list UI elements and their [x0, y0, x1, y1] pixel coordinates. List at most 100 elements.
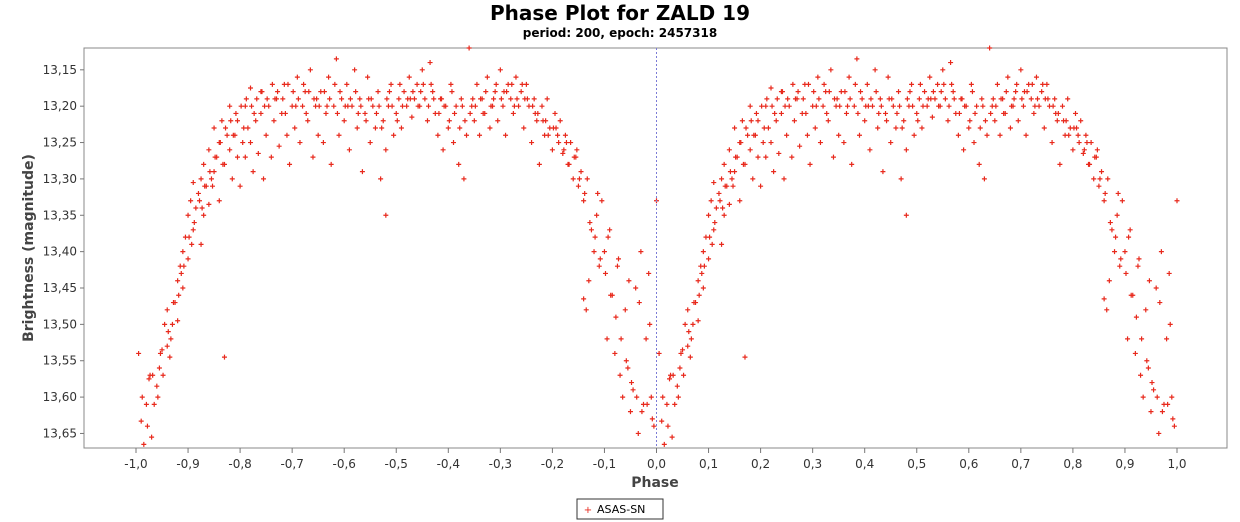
- data-point: [812, 125, 818, 131]
- data-point: [529, 140, 535, 146]
- data-point: [591, 249, 597, 255]
- data-point: [1011, 96, 1017, 102]
- y-tick-label: 13,25: [43, 136, 77, 150]
- data-point: [238, 103, 244, 109]
- data-point: [243, 96, 249, 102]
- data-point: [936, 103, 942, 109]
- data-point: [1153, 285, 1159, 291]
- data-point: [175, 318, 181, 324]
- data-point: [712, 220, 718, 226]
- data-point: [410, 89, 416, 95]
- data-point: [1021, 89, 1027, 95]
- data-point: [470, 96, 476, 102]
- data-point: [354, 125, 360, 131]
- data-point: [1008, 103, 1014, 109]
- data-point: [305, 118, 311, 124]
- data-point: [803, 110, 809, 116]
- data-point: [1114, 212, 1120, 218]
- data-point: [625, 365, 631, 371]
- x-tick-label: -1,0: [124, 457, 147, 471]
- data-point: [146, 376, 152, 382]
- x-tick-label: 0,6: [959, 457, 978, 471]
- data-point: [842, 89, 848, 95]
- data-point: [511, 103, 517, 109]
- data-point: [234, 118, 240, 124]
- data-point: [843, 110, 849, 116]
- data-point: [667, 376, 673, 382]
- data-point: [800, 96, 806, 102]
- data-point: [1146, 278, 1152, 284]
- data-point: [334, 110, 340, 116]
- data-point: [169, 321, 175, 327]
- data-point: [358, 103, 364, 109]
- data-point: [293, 103, 299, 109]
- data-point: [836, 132, 842, 138]
- data-point: [195, 190, 201, 196]
- data-point: [730, 183, 736, 189]
- x-tick-label: -0,3: [489, 457, 512, 471]
- data-point: [649, 416, 655, 422]
- data-point: [458, 96, 464, 102]
- data-point: [875, 125, 881, 131]
- data-point: [275, 89, 281, 95]
- data-point: [157, 350, 163, 356]
- data-point: [709, 241, 715, 247]
- data-point: [821, 81, 827, 87]
- data-point: [248, 140, 254, 146]
- data-point: [519, 81, 525, 87]
- data-point: [1151, 387, 1157, 393]
- data-point: [521, 125, 527, 131]
- data-point: [1018, 67, 1024, 73]
- data-point: [638, 249, 644, 255]
- data-point: [552, 110, 558, 116]
- data-point: [716, 190, 722, 196]
- data-point: [1014, 81, 1020, 87]
- data-point: [917, 81, 923, 87]
- data-point: [968, 81, 974, 87]
- data-point: [180, 249, 186, 255]
- data-point: [951, 96, 957, 102]
- data-point: [740, 161, 746, 167]
- data-point: [629, 380, 635, 386]
- data-point: [910, 103, 916, 109]
- x-tick-label: -0,9: [176, 457, 199, 471]
- data-point: [916, 96, 922, 102]
- data-point: [911, 132, 917, 138]
- data-point: [362, 110, 368, 116]
- data-point: [1149, 380, 1155, 386]
- data-point: [518, 89, 524, 95]
- data-point: [804, 132, 810, 138]
- data-point: [648, 394, 654, 400]
- data-point: [219, 118, 225, 124]
- data-point: [942, 96, 948, 102]
- data-point: [1170, 416, 1176, 422]
- data-point: [811, 89, 817, 95]
- data-point: [466, 45, 472, 51]
- x-tick-label: -0,7: [280, 457, 303, 471]
- data-point: [320, 140, 326, 146]
- data-point: [824, 110, 830, 116]
- data-point: [1005, 74, 1011, 80]
- data-point: [353, 89, 359, 95]
- data-point: [605, 234, 611, 240]
- data-point: [1128, 292, 1134, 298]
- data-point: [644, 401, 650, 407]
- data-point: [1054, 118, 1060, 124]
- data-point: [597, 256, 603, 262]
- data-point: [795, 89, 801, 95]
- data-point: [445, 125, 451, 131]
- data-point: [699, 270, 705, 276]
- data-point: [189, 241, 195, 247]
- data-point: [451, 140, 457, 146]
- data-point: [427, 60, 433, 66]
- data-point: [143, 401, 149, 407]
- y-tick-label: 13,15: [43, 63, 77, 77]
- data-point: [1166, 270, 1172, 276]
- data-point: [588, 227, 594, 233]
- data-point: [571, 154, 577, 160]
- data-point: [391, 132, 397, 138]
- data-point: [509, 81, 515, 87]
- data-point: [622, 307, 628, 313]
- data-point: [1113, 234, 1119, 240]
- data-point: [570, 176, 576, 182]
